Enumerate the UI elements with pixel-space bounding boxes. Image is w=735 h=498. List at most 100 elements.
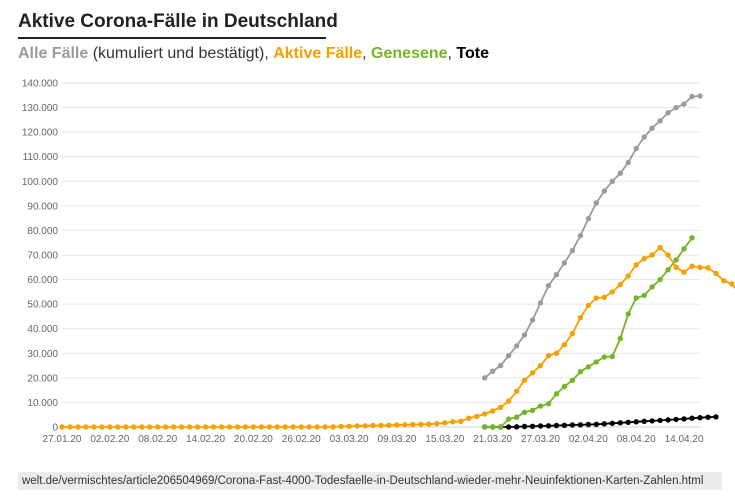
data-point [585, 421, 592, 428]
data-point [609, 353, 615, 360]
x-tick-label: 14.02.20 [186, 434, 225, 445]
title-block: Aktive Corona-Fälle in Deutschland [18, 10, 338, 39]
legend-separator: , [362, 45, 372, 62]
x-axis-labels: 27.01.20 02.02.20 08.02.20 14.02.20 20.02.20… [43, 434, 704, 445]
data-point [577, 315, 584, 321]
data-point [561, 260, 568, 266]
data-point [553, 272, 560, 278]
data-point [705, 265, 711, 271]
data-point [569, 422, 576, 428]
data-point [657, 244, 663, 251]
y-tick-label: 10.000 [27, 398, 58, 409]
series-line [484, 95, 701, 379]
data-point [617, 281, 623, 288]
data-point [490, 424, 496, 430]
data-point [697, 415, 703, 421]
data-point [617, 420, 623, 426]
data-point [266, 424, 273, 430]
data-point [729, 281, 735, 287]
data-point [593, 421, 599, 427]
data-point [601, 354, 607, 360]
data-point [665, 110, 671, 116]
y-tick-label: 0 [52, 423, 58, 434]
data-point [705, 414, 711, 420]
data-point [537, 423, 544, 429]
data-point [505, 353, 512, 359]
source-url[interactable]: welt.de/vermischtes/article206504969/Cor… [18, 472, 722, 490]
data-point [234, 424, 241, 430]
data-point [641, 292, 647, 299]
data-point [490, 368, 496, 374]
data-point [633, 419, 639, 425]
data-point [553, 391, 560, 397]
series-tote [482, 414, 719, 430]
data-point [545, 423, 552, 429]
y-tick-label: 80.000 [27, 226, 58, 237]
data-point [346, 423, 352, 429]
data-point [458, 418, 464, 424]
data-point [673, 264, 679, 270]
data-point [633, 262, 639, 268]
data-point [649, 125, 655, 131]
data-point [402, 422, 408, 428]
data-point [625, 419, 631, 425]
data-point [545, 353, 552, 359]
data-point [537, 362, 544, 369]
data-point [569, 330, 576, 337]
data-point [545, 283, 552, 289]
data-point [226, 424, 233, 430]
legend-deaths: Tote [456, 45, 490, 62]
data-point [186, 424, 193, 430]
y-tick-label: 40.000 [27, 324, 58, 335]
data-point [322, 424, 328, 430]
data-point [258, 424, 265, 430]
data-point [689, 263, 695, 269]
data-point [665, 252, 671, 258]
data-point [147, 424, 153, 430]
data-point [67, 424, 73, 430]
data-point [585, 302, 592, 309]
y-axis-labels: 0 10.000 20.000 30.000 40.000 50.000 60.000 70.… [22, 79, 59, 434]
y-tick-label: 140.000 [22, 79, 59, 90]
data-point [442, 420, 448, 426]
data-point [202, 424, 209, 430]
y-tick-label: 50.000 [27, 300, 58, 311]
data-point [497, 424, 504, 430]
data-point [681, 416, 687, 422]
data-point [609, 289, 615, 295]
data-point [505, 424, 512, 430]
data-point [210, 424, 217, 430]
x-tick-label: 26.02.20 [282, 434, 321, 445]
data-point [593, 295, 599, 301]
data-point [713, 270, 719, 277]
x-tick-label: 20.02.20 [234, 434, 273, 445]
data-point [505, 416, 512, 422]
data-point [713, 414, 719, 420]
y-tick-label: 100.000 [22, 177, 59, 188]
x-tick-label: 14.04.20 [665, 434, 704, 445]
data-point [569, 247, 576, 254]
data-point [625, 159, 631, 166]
data-point [577, 422, 584, 428]
data-point [394, 422, 400, 428]
data-point [123, 424, 129, 430]
series-layer [59, 93, 735, 430]
line-chart: 0 10.000 20.000 30.000 40.000 50.000 60.000 70.… [22, 79, 735, 445]
data-point [338, 423, 344, 430]
y-tick-label: 30.000 [27, 349, 58, 360]
data-point [378, 422, 384, 429]
data-point [131, 424, 137, 430]
data-point [282, 424, 288, 430]
x-tick-label: 27.03.20 [521, 434, 560, 445]
data-point [697, 264, 703, 270]
data-point [537, 403, 544, 409]
data-point [641, 418, 647, 424]
series-aktive-fälle [59, 244, 735, 430]
data-point [689, 235, 695, 241]
data-point [434, 420, 440, 427]
data-point [513, 414, 520, 420]
series-line [62, 246, 735, 428]
y-tick-label: 20.000 [27, 373, 58, 384]
data-point [625, 311, 631, 317]
data-point [689, 415, 695, 421]
